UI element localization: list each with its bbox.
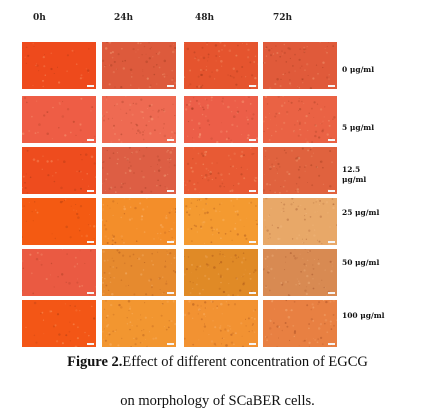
micrograph-tile bbox=[263, 147, 337, 194]
column-header-48h: 48h bbox=[195, 13, 215, 23]
scale-bar bbox=[87, 241, 94, 243]
scale-bar bbox=[249, 343, 256, 345]
scale-bar bbox=[249, 190, 256, 192]
scale-bar bbox=[249, 292, 256, 294]
scale-bar bbox=[167, 190, 174, 192]
micrograph-tile bbox=[22, 300, 96, 347]
micrograph-tile bbox=[184, 96, 258, 143]
micrograph-tile bbox=[22, 96, 96, 143]
micrograph-tile bbox=[184, 300, 258, 347]
scale-bar bbox=[328, 139, 335, 141]
scale-bar bbox=[328, 190, 335, 192]
micrograph-tile bbox=[184, 42, 258, 89]
column-header-0h: 0h bbox=[33, 13, 46, 23]
scale-bar bbox=[328, 241, 335, 243]
micrograph-tile bbox=[102, 147, 176, 194]
micrograph-tile bbox=[102, 42, 176, 89]
scale-bar bbox=[328, 343, 335, 345]
micrograph-tile bbox=[184, 198, 258, 245]
scale-bar bbox=[249, 85, 256, 87]
row-label-100: 100 μg/ml bbox=[342, 311, 385, 320]
micrograph-tile bbox=[184, 249, 258, 296]
scale-bar bbox=[249, 241, 256, 243]
micrograph-tile bbox=[263, 249, 337, 296]
scale-bar bbox=[167, 139, 174, 141]
micrograph-tile bbox=[22, 42, 96, 89]
micrograph-tile bbox=[102, 249, 176, 296]
row-label-5: 5 μg/ml bbox=[342, 123, 375, 132]
row-label-0: 0 μg/ml bbox=[342, 65, 375, 74]
scale-bar bbox=[87, 139, 94, 141]
micrograph-tile bbox=[22, 198, 96, 245]
scale-bar bbox=[167, 343, 174, 345]
figure-caption-text: Effect of different concentration of EGC… bbox=[122, 354, 368, 370]
scale-bar bbox=[167, 85, 174, 87]
row-label-12-5: 12.5 μg/ml bbox=[342, 165, 367, 184]
micrograph-tile bbox=[263, 96, 337, 143]
column-header-24h: 24h bbox=[114, 13, 134, 23]
micrograph-tile bbox=[263, 42, 337, 89]
scale-bar bbox=[328, 85, 335, 87]
micrograph-tile bbox=[263, 300, 337, 347]
figure-caption-line-1: Figure 2.Effect of different concentrati… bbox=[0, 354, 435, 371]
scale-bar bbox=[167, 241, 174, 243]
scale-bar bbox=[87, 85, 94, 87]
micrograph-tile bbox=[22, 147, 96, 194]
micrograph-tile bbox=[102, 198, 176, 245]
micrograph-tile bbox=[184, 147, 258, 194]
scale-bar bbox=[249, 139, 256, 141]
row-label-25: 25 μg/ml bbox=[342, 208, 380, 217]
scale-bar bbox=[87, 343, 94, 345]
micrograph-tile bbox=[22, 249, 96, 296]
micrograph-tile bbox=[102, 300, 176, 347]
column-header-72h: 72h bbox=[273, 13, 293, 23]
figure-caption-line-2: on morphology of SCaBER cells. bbox=[120, 393, 315, 409]
scale-bar bbox=[167, 292, 174, 294]
scale-bar bbox=[87, 292, 94, 294]
micrograph-tile bbox=[102, 96, 176, 143]
micrograph-tile bbox=[263, 198, 337, 245]
figure-caption-label: Figure 2. bbox=[67, 354, 123, 370]
row-label-50: 50 μg/ml bbox=[342, 258, 380, 267]
scale-bar bbox=[328, 292, 335, 294]
scale-bar bbox=[87, 190, 94, 192]
